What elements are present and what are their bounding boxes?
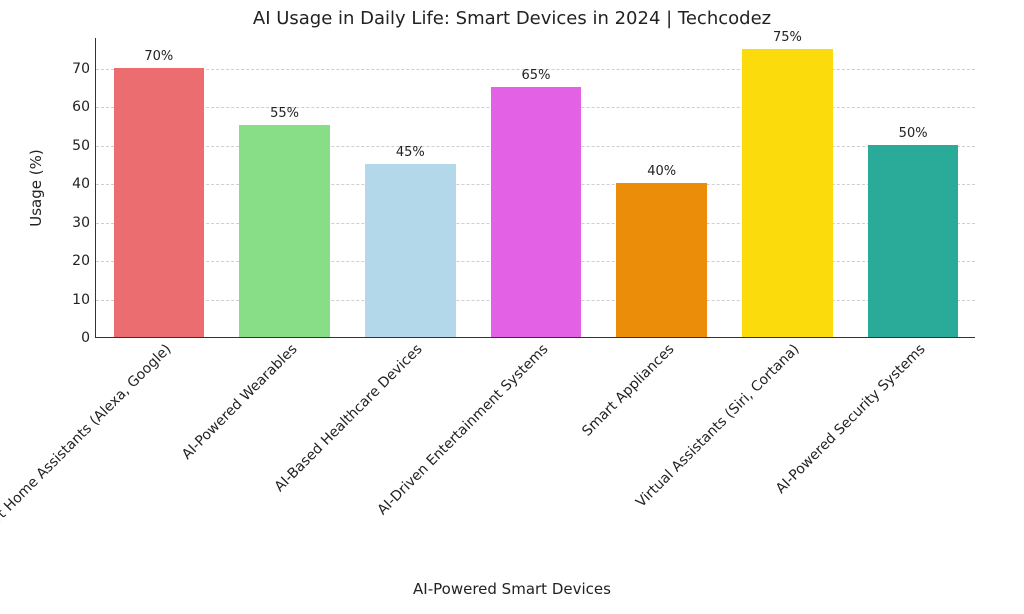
chart-container: AI Usage in Daily Life: Smart Devices in…: [0, 0, 1024, 614]
y-tick-label: 20: [72, 253, 90, 269]
bar-value-label: 70%: [144, 49, 173, 64]
bar-value-label: 75%: [773, 30, 802, 45]
y-tick-label: 0: [81, 330, 90, 346]
y-tick-label: 70: [72, 61, 90, 77]
y-tick-label: 60: [72, 99, 90, 115]
bar: 70%: [114, 68, 205, 337]
y-axis-label: Usage (%): [27, 149, 45, 226]
bar: 50%: [868, 145, 959, 337]
chart-title: AI Usage in Daily Life: Smart Devices in…: [0, 8, 1024, 29]
bar: 40%: [616, 183, 707, 337]
x-axis-label: AI-Powered Smart Devices: [0, 580, 1024, 598]
bar-value-label: 55%: [270, 106, 299, 121]
plot-area: 01020304050607070%Smart Home Assistants …: [95, 38, 975, 338]
y-tick-label: 10: [72, 292, 90, 308]
x-tick-label: AI-Powered Wearables: [174, 337, 300, 463]
bar-value-label: 65%: [522, 68, 551, 83]
y-tick-label: 30: [72, 215, 90, 231]
bar-value-label: 45%: [396, 145, 425, 160]
bar: 45%: [365, 164, 456, 337]
x-tick-label: Smart Home Assistants (Alexa, Google): [0, 337, 174, 548]
y-tick-label: 50: [72, 138, 90, 154]
y-tick-label: 40: [72, 176, 90, 192]
x-tick-label: Smart Appliances: [575, 337, 678, 440]
bar: 75%: [742, 49, 833, 337]
bar: 65%: [491, 87, 582, 337]
bar-value-label: 40%: [647, 164, 676, 179]
bar: 55%: [239, 125, 330, 337]
bar-value-label: 50%: [899, 126, 928, 141]
